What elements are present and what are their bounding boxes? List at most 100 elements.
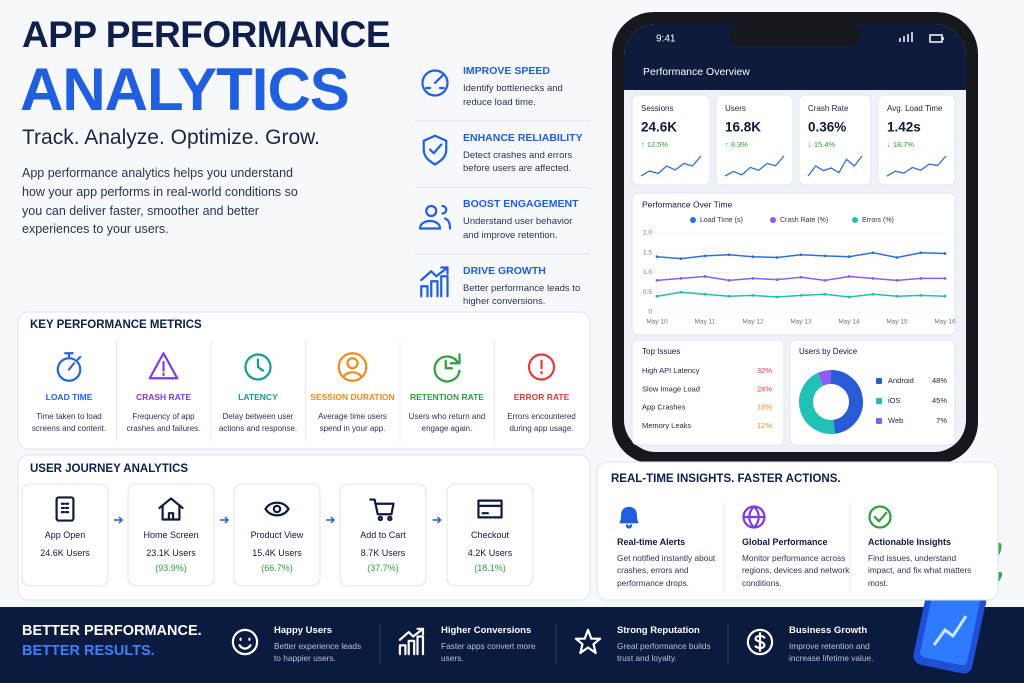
line-point [799,275,803,279]
line-point [823,254,827,258]
legend-label: Crash Rate (%) [780,217,828,224]
line-point [751,277,755,280]
issue-value: 18% [757,403,772,412]
metric-text: Delay between user actions and response. [218,412,298,433]
line-point [895,279,899,282]
line-point [895,256,899,259]
legend-swatch [876,378,882,384]
section-title: KEY PERFORMANCE METRICS [30,319,202,331]
line-point [655,279,659,282]
arrow [114,516,124,524]
y-tick-label: 0 [648,309,652,316]
line-point [823,279,827,282]
icon [433,353,461,383]
metric-text: Time taken to load screens and content. [31,412,107,433]
journey-rate: (66.7%) [261,563,293,573]
kpi-card [631,94,711,186]
screen-title: Performance Overview [643,66,750,78]
title-line-2: ANALYTICS [20,56,350,123]
chart-card [631,192,956,336]
metric-text: Errors encountered during app usage. [507,412,576,433]
phone-header [624,24,966,90]
sparkline [724,155,785,177]
journey-users: 23.1K Users [146,548,196,558]
icon [398,627,425,656]
icon [55,496,75,522]
journey-card [233,483,321,587]
line-point [703,292,707,296]
insight-title: Real-time Alerts [617,537,686,547]
kpi-card [798,94,872,186]
kpi-change: ↑ 12.5% [641,140,668,149]
icon [337,352,368,382]
journey-card [127,483,215,587]
benefit-title: BOOST ENGAGEMENT [463,198,579,210]
line-point [847,275,851,278]
footer-item-title: Business Growth [789,625,868,636]
y-tick-label: 2.0 [643,230,652,237]
legend-swatch [876,418,882,424]
donut-segment [799,373,836,434]
legend-dot [690,217,696,223]
issue-value: 32% [757,366,772,375]
x-tick-label: May 13 [790,319,812,326]
kpi-label: Sessions [641,104,673,113]
title-line-1: APP PERFORMANCE [22,14,391,55]
y-tick-label: 0.5 [643,289,652,296]
arrow [220,516,230,524]
icon [619,506,639,529]
icon [148,352,179,380]
kpi-value: 16.8K [725,120,761,135]
notch [730,24,860,46]
line-point [751,255,755,259]
kpi-label: Users [725,104,746,113]
issue-label: App Crashes [642,403,686,412]
line-point [679,290,683,294]
footer-band [0,607,1024,683]
line-point [799,253,803,257]
metric-title: LATENCY [238,392,278,402]
kpi-change: ↓ 18.7% [887,140,914,149]
footer-item-text: Great performance builds trust and loyal… [617,641,711,664]
line-point [871,251,875,255]
line-point [919,277,923,280]
issue-label: Slow Image Load [642,384,700,393]
x-tick-label: May 11 [695,319,716,326]
metric-title: SESSION DURATION [310,392,395,402]
icon [477,499,503,519]
sparkline [886,155,947,177]
line-point [727,294,731,298]
line-point [751,294,755,297]
insight-text: Monitor performance across regions, devi… [742,553,850,588]
donut-segment [830,370,863,434]
benefit-title: DRIVE GROWTH [463,264,546,277]
sparkline [640,155,702,177]
footer-line-2: BETTER RESULTS. [22,643,155,659]
footer-item-title: Higher Conversions [441,625,532,636]
kpi-label: Avg. Load Time [887,104,943,113]
journey-rate: (18.1%) [474,563,506,573]
y-tick-label: 1.5 [643,249,652,256]
kpi-change: ↑ 8.3% [725,140,748,149]
donut-segment [817,370,832,386]
line-point [823,292,827,296]
metric-title: RETENTION RATE [410,392,484,402]
insight-text: Get notified instantly about crashes, er… [617,553,716,588]
benefit-text: Identify bottlenecks and reduce load tim… [463,83,563,108]
value-label: 48% [932,376,947,385]
journey-users: 4.2K Users [467,548,513,558]
journey-card [446,483,534,587]
line-point [775,278,779,282]
icon [574,628,602,655]
chart-title: Users by Device [799,347,858,356]
line-point [847,295,851,299]
chart-title: Performance Over Time [642,199,732,209]
status-icons [899,32,944,43]
line-point [727,253,731,257]
footer-item-title: Happy Users [274,625,333,636]
journey-rate: (37.7%) [367,563,399,573]
x-tick-label: May 14 [838,319,860,326]
journey-card [339,483,427,587]
